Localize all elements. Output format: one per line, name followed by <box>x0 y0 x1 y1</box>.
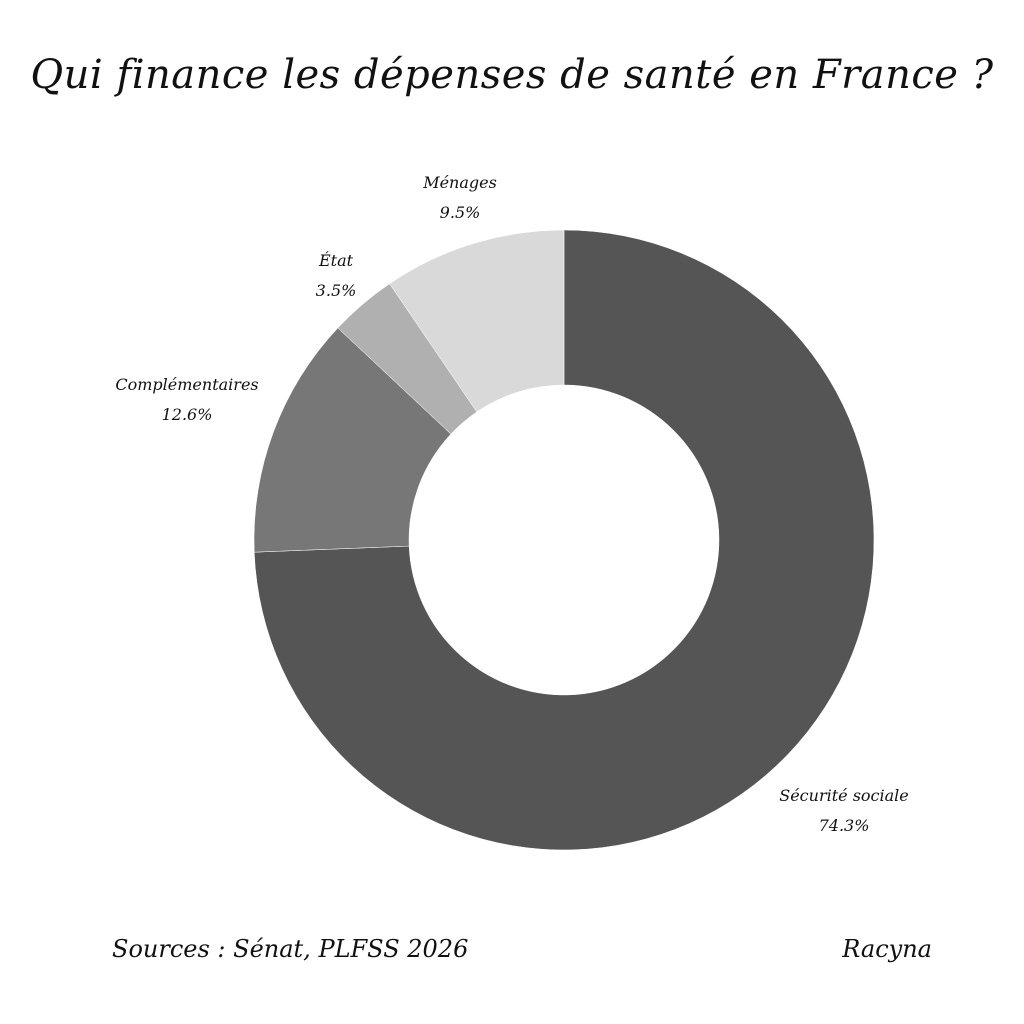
label-complementaires: Complémentaires 12.6% <box>115 370 258 430</box>
chart-title: Qui finance les dépenses de santé en Fra… <box>30 52 994 98</box>
label-name: État <box>318 251 354 270</box>
label-value: 9.5% <box>439 203 481 222</box>
label-name: Complémentaires <box>115 375 259 394</box>
label-name: Ménages <box>423 173 497 192</box>
label-securite-sociale: Sécurité sociale 74.3% <box>779 781 909 841</box>
slice-complementaires <box>253 327 452 553</box>
label-value: 12.6% <box>161 405 213 424</box>
label-value: 74.3% <box>818 816 870 835</box>
label-name: Sécurité sociale <box>779 786 909 805</box>
slice-securite-sociale <box>253 229 875 851</box>
label-etat: État 3.5% <box>316 246 357 306</box>
label-value: 3.5% <box>315 281 357 300</box>
slice-menages <box>389 229 565 413</box>
author-signature: Racyna <box>842 935 932 963</box>
label-menages: Ménages 9.5% <box>423 168 497 228</box>
sources-note: Sources : Sénat, PLFSS 2026 <box>112 935 469 963</box>
